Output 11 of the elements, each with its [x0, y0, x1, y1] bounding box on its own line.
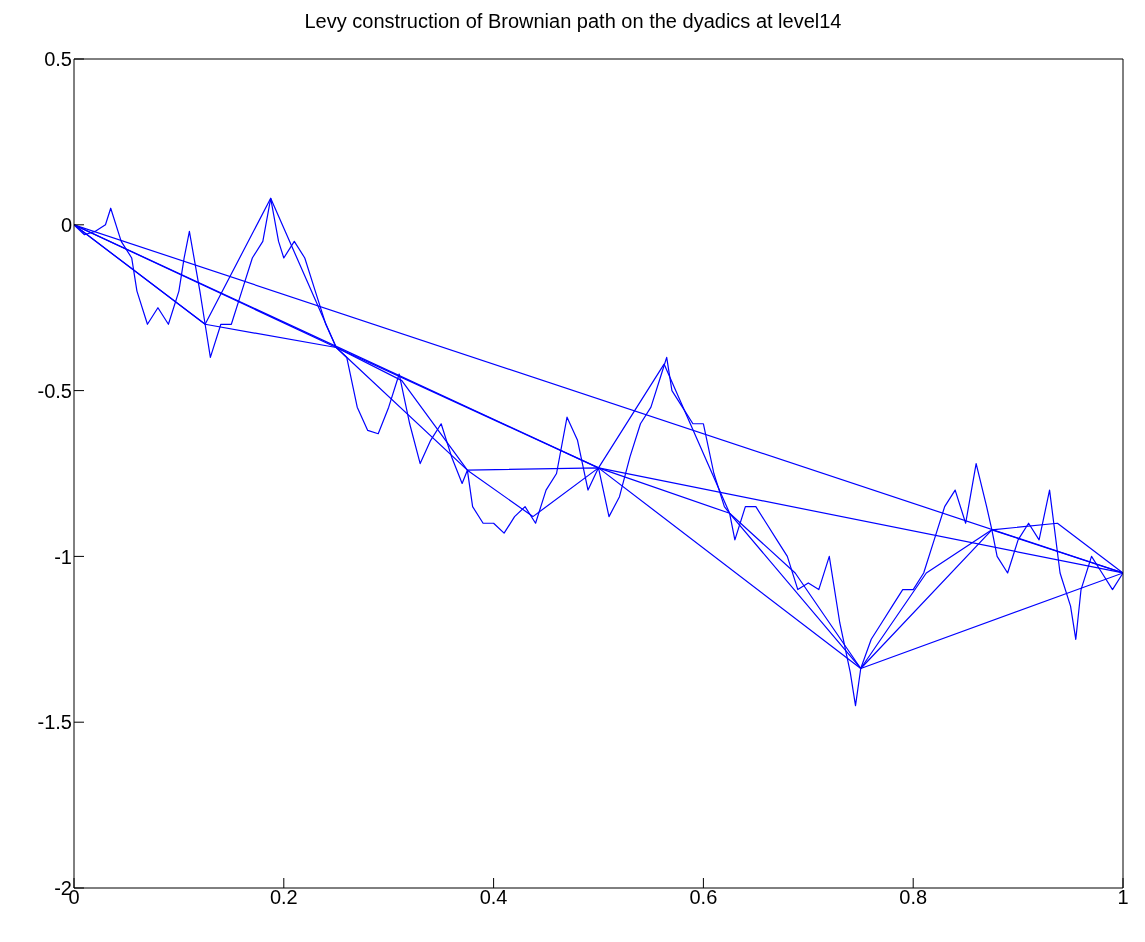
y-tick-label: -0.5 — [37, 379, 72, 402]
chart-title: Levy construction of Brownian path on the dyadics at level14 — [303, 9, 843, 34]
y-tick-label: 0 — [60, 213, 72, 236]
y-tick-label: 0.5 — [44, 48, 72, 71]
x-tick-label: 1 — [1117, 886, 1129, 909]
x-tick-label: 0.8 — [899, 886, 928, 909]
x-tick-label: 0.4 — [479, 886, 508, 909]
x-tick-label: 0.6 — [689, 886, 718, 909]
y-tick-label: -1.5 — [37, 711, 72, 734]
x-tick-label: 0.2 — [269, 886, 298, 909]
y-tick-label: -1 — [54, 545, 72, 568]
